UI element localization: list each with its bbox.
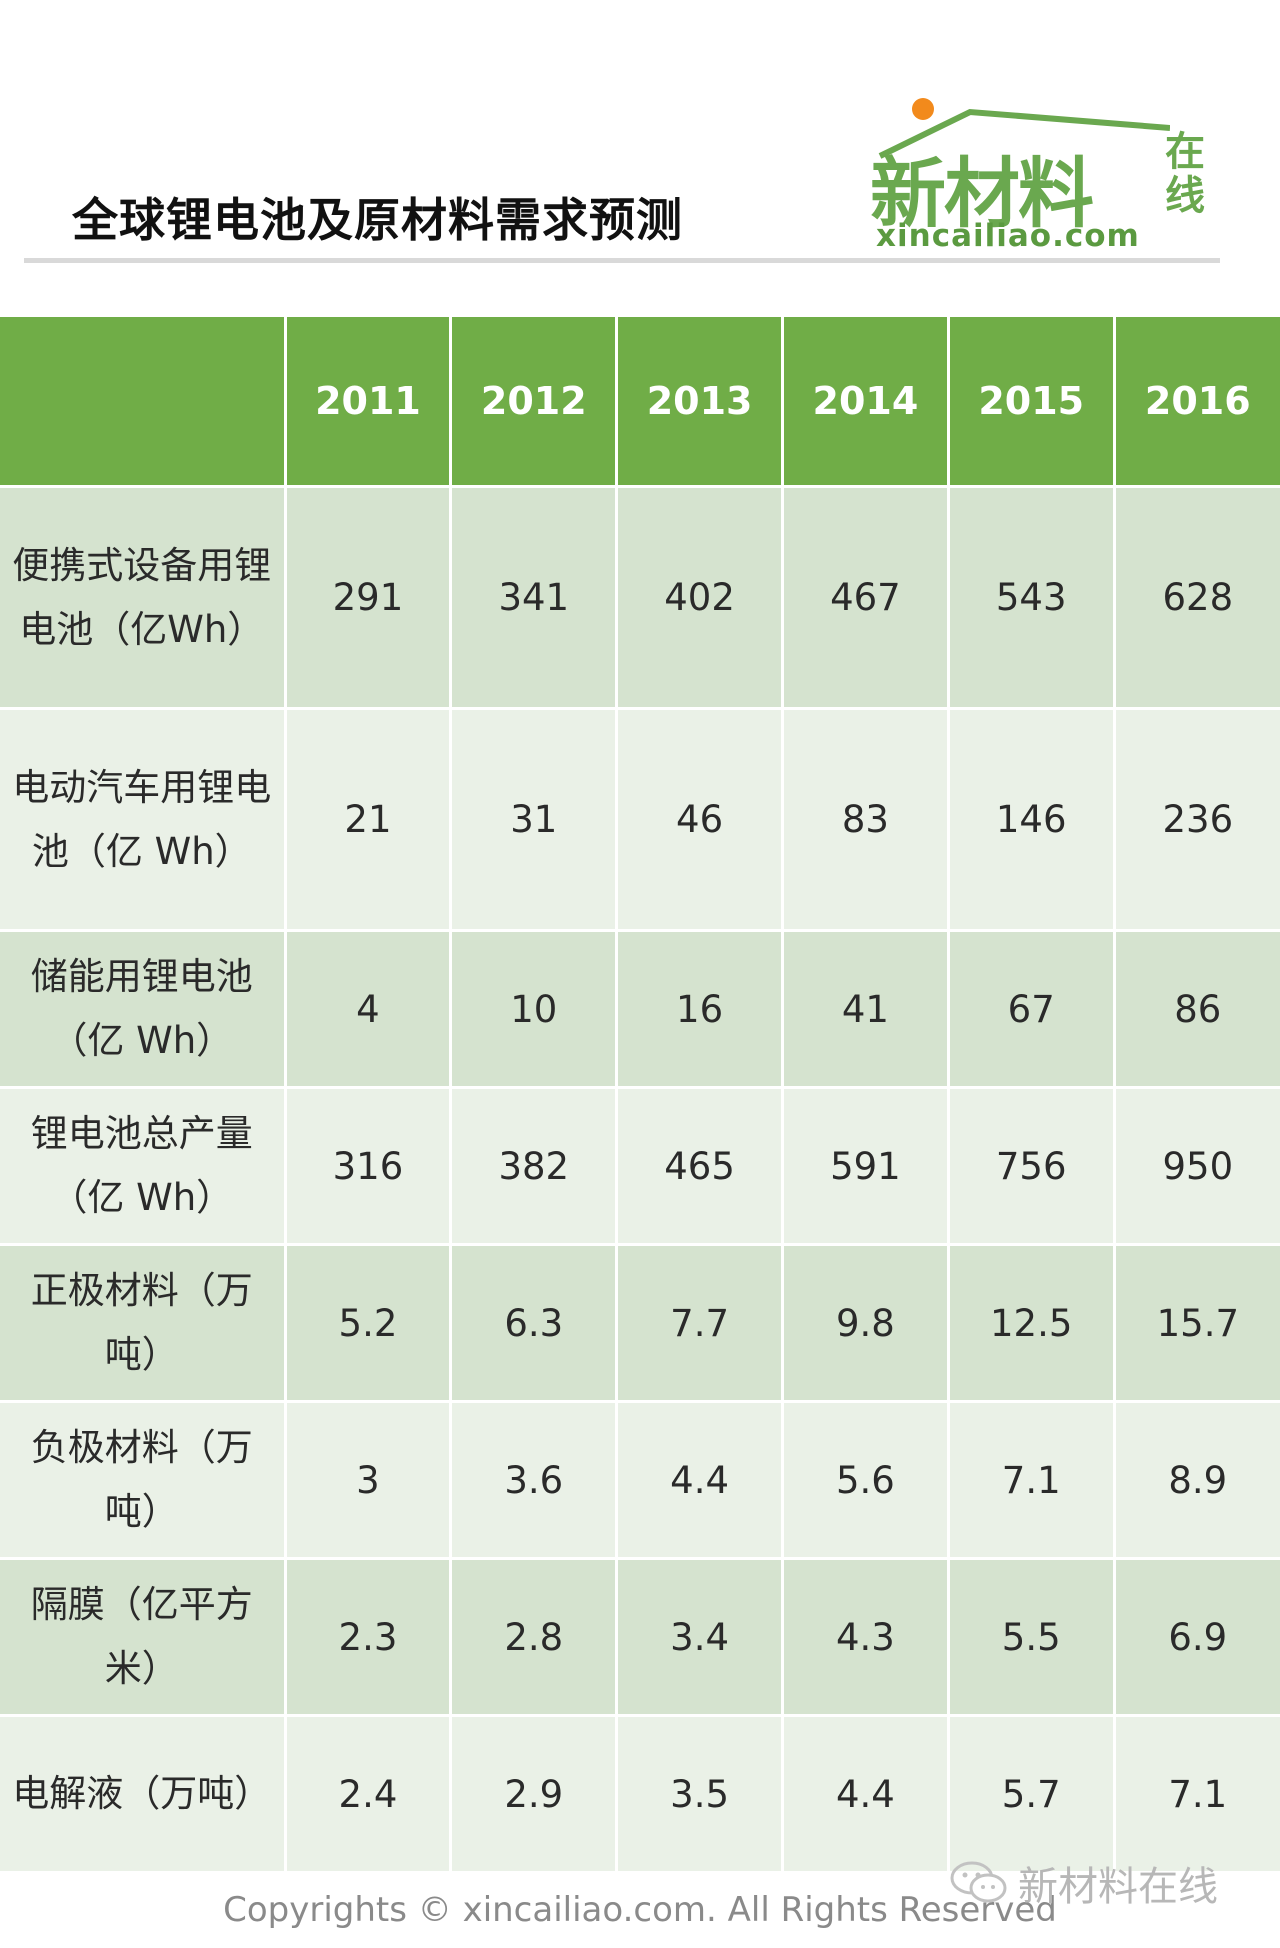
watermark-text: 新材料在线	[1018, 1864, 1218, 1910]
table-cell: 86	[1114, 930, 1280, 1089]
table-cell: 46	[616, 708, 784, 932]
table-cell: 236	[1114, 708, 1280, 932]
year-header: 2016	[1114, 317, 1280, 488]
table-cell: 7.1	[948, 1401, 1116, 1560]
table-cell: 5.2	[285, 1244, 453, 1403]
table-row: 储能用锂电池（亿 Wh） 4 10 16 41 67 86	[0, 930, 1280, 1089]
logo-side-char-2: 线	[1165, 173, 1205, 219]
table-cell: 16	[616, 930, 784, 1089]
demand-table-container: 2011 2012 2013 2014 2015 2016 便携式设备用锂电池（亿Wh） 2…	[0, 317, 1280, 1874]
row-label: 便携式设备用锂电池（亿Wh）	[0, 486, 287, 710]
table-cell: 41	[782, 930, 950, 1089]
table-cell: 12.5	[948, 1244, 1116, 1403]
table-cell: 4	[285, 930, 453, 1089]
table-cell: 628	[1114, 486, 1280, 710]
table-cell: 6.9	[1114, 1558, 1280, 1717]
wechat-icon	[950, 1861, 1007, 1903]
row-label: 锂电池总产量（亿 Wh）	[0, 1087, 287, 1246]
table-cell: 382	[450, 1087, 619, 1246]
table-row: 电动汽车用锂电池（亿 Wh） 21 31 46 83 146 236	[0, 708, 1280, 932]
table-cell: 543	[948, 486, 1116, 710]
table-cell: 8.9	[1114, 1401, 1280, 1560]
table-cell: 5.5	[948, 1558, 1116, 1717]
table-cell: 3.6	[450, 1401, 619, 1560]
header-corner-cell	[0, 317, 287, 488]
year-header: 2015	[948, 317, 1116, 488]
table-cell: 2.8	[450, 1558, 619, 1717]
table-cell: 465	[616, 1087, 784, 1246]
year-header: 2011	[285, 317, 453, 488]
logo-main-text: 新材料	[870, 149, 1094, 238]
logo-domain: xincailiao.com	[876, 218, 1140, 254]
row-label: 隔膜（亿平方米）	[0, 1558, 287, 1717]
table-cell: 3.4	[616, 1558, 784, 1717]
table-cell: 10	[450, 930, 619, 1089]
table-cell: 67	[948, 930, 1116, 1089]
table-cell: 4.4	[782, 1715, 950, 1874]
table-cell: 146	[948, 708, 1116, 932]
table-cell: 756	[948, 1087, 1116, 1246]
site-logo[interactable]: 新材料 在 线 xincailiao.com	[870, 92, 1220, 254]
table-cell: 4.3	[782, 1558, 950, 1717]
table-cell: 591	[782, 1087, 950, 1246]
year-header: 2013	[616, 317, 784, 488]
title-divider	[24, 258, 1220, 263]
table-cell: 2.3	[285, 1558, 453, 1717]
table-row: 正极材料（万吨） 5.2 6.3 7.7 9.8 12.5 15.7	[0, 1244, 1280, 1403]
table-row: 隔膜（亿平方米） 2.3 2.8 3.4 4.3 5.5 6.9	[0, 1558, 1280, 1717]
copyright-text: Copyrights © xincailiao.com. All Rights …	[223, 1890, 1057, 1930]
table-cell: 950	[1114, 1087, 1280, 1246]
logo-side-char-1: 在	[1165, 129, 1205, 175]
demand-table: 2011 2012 2013 2014 2015 2016 便携式设备用锂电池（亿Wh） 2…	[0, 317, 1280, 1874]
table-cell: 467	[782, 486, 950, 710]
table-cell: 5.6	[782, 1401, 950, 1560]
row-label: 电动汽车用锂电池（亿 Wh）	[0, 708, 287, 932]
row-label: 储能用锂电池（亿 Wh）	[0, 930, 287, 1089]
table-cell: 341	[450, 486, 619, 710]
table-cell: 3.5	[616, 1715, 784, 1874]
table-cell: 2.9	[450, 1715, 619, 1874]
row-label: 电解液（万吨）	[0, 1715, 287, 1874]
table-cell: 6.3	[450, 1244, 619, 1403]
table-cell: 2.4	[285, 1715, 453, 1874]
watermark: 新材料在线	[950, 1858, 1218, 1910]
table-row: 电解液（万吨） 2.4 2.9 3.5 4.4 5.7 7.1	[0, 1715, 1280, 1874]
table-cell: 83	[782, 708, 950, 932]
table-header-row: 2011 2012 2013 2014 2015 2016	[0, 317, 1280, 488]
year-header: 2014	[782, 317, 950, 488]
table-row: 便携式设备用锂电池（亿Wh） 291 341 402 467 543 628	[0, 486, 1280, 710]
year-header: 2012	[450, 317, 619, 488]
table-cell: 5.7	[948, 1715, 1116, 1874]
table-cell: 4.4	[616, 1401, 784, 1560]
table-cell: 9.8	[782, 1244, 950, 1403]
page-title: 全球锂电池及原材料需求预测	[72, 193, 683, 247]
table-row: 负极材料（万吨） 3 3.6 4.4 5.6 7.1 8.9	[0, 1401, 1280, 1560]
table-cell: 316	[285, 1087, 453, 1246]
table-cell: 31	[450, 708, 619, 932]
logo-side-text: 在 线	[1160, 130, 1210, 218]
table-cell: 3	[285, 1401, 453, 1560]
table-row: 锂电池总产量（亿 Wh） 316 382 465 591 756 950	[0, 1087, 1280, 1246]
table-cell: 7.1	[1114, 1715, 1280, 1874]
row-label: 正极材料（万吨）	[0, 1244, 287, 1403]
logo-dot-icon	[912, 98, 934, 120]
table-cell: 291	[285, 486, 453, 710]
table-cell: 15.7	[1114, 1244, 1280, 1403]
logo-roof-icon	[878, 108, 1170, 159]
table-cell: 402	[616, 486, 784, 710]
table-cell: 21	[285, 708, 453, 932]
row-label: 负极材料（万吨）	[0, 1401, 287, 1560]
table-cell: 7.7	[616, 1244, 784, 1403]
